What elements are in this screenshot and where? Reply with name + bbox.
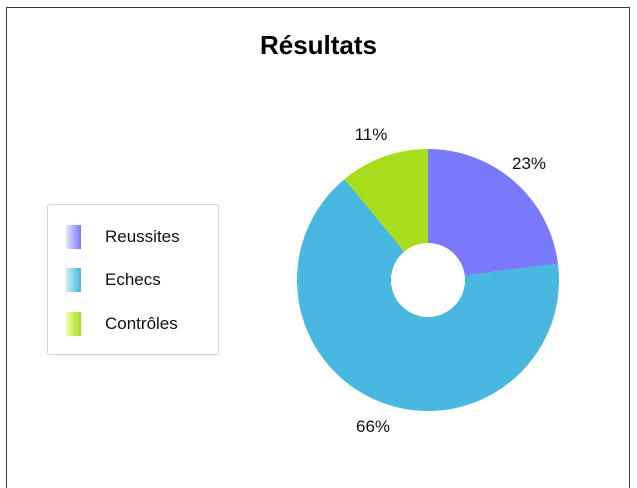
slice-echecs — [297, 179, 559, 411]
legend-item-controles: Contrôles — [66, 311, 178, 337]
slice-reussites — [428, 149, 558, 276]
legend-item-echecs: Echecs — [66, 267, 161, 293]
legend-label-controles: Contrôles — [105, 314, 178, 333]
legend-swatch-echecs — [66, 268, 81, 292]
data-label-echecs: 66% — [356, 417, 390, 436]
chart-legend: Reussites Echecs Contrôles — [47, 204, 219, 355]
legend-label-reussites: Reussites — [105, 227, 180, 246]
legend-item-reussites: Reussites — [66, 224, 180, 250]
legend-swatch-controles — [66, 312, 81, 336]
data-label-controles: 11% — [355, 125, 388, 144]
chart-title: Résultats — [259, 30, 378, 60]
slice-controles — [344, 149, 428, 252]
legend-swatch-reussites — [66, 225, 81, 249]
legend-label-echecs: Echecs — [105, 270, 161, 289]
data-label-reussites: 23% — [512, 154, 546, 173]
